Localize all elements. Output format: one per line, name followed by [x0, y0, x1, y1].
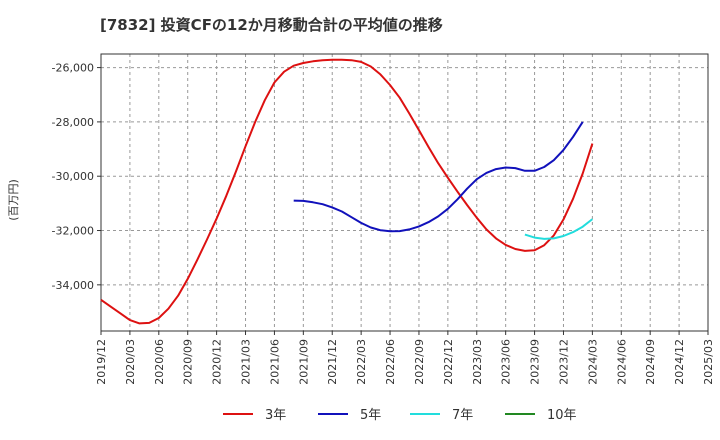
chart-title: [7832] 投資CFの12か月移動合計の平均値の推移	[100, 16, 443, 34]
legend: 3年 5年 7年 10年	[223, 408, 577, 423]
y-axis-label: (百万円)	[7, 179, 20, 221]
series-group	[100, 58, 594, 325]
x-tick-label-9: 2022/03	[355, 339, 368, 385]
plot-area	[100, 53, 709, 332]
x-tick-label-19: 2024/09	[644, 339, 657, 385]
series-line-1	[293, 121, 584, 233]
legend-label-0: 3年	[265, 408, 286, 423]
x-tick-label-8: 2021/12	[326, 339, 339, 385]
y-tick-label-0: -26,000	[52, 62, 94, 75]
legend-label-2: 7年	[452, 408, 473, 423]
y-tick-label-2: -30,000	[52, 170, 94, 183]
x-tick-label-5: 2021/03	[240, 339, 253, 385]
x-tick-label-14: 2023/06	[500, 339, 513, 385]
y-tick-label-1: -28,000	[52, 116, 94, 129]
x-tick-label-1: 2020/03	[124, 339, 137, 385]
legend-label-3: 10年	[547, 408, 577, 423]
legend-label-1: 5年	[360, 408, 381, 423]
x-tick-label-2: 2020/06	[153, 339, 166, 385]
x-tick-label-15: 2023/09	[529, 339, 542, 385]
x-tick-label-4: 2020/12	[211, 339, 224, 385]
y-tick-label-4: -34,000	[52, 279, 94, 292]
x-tick-label-16: 2023/12	[557, 339, 570, 385]
x-tick-label-7: 2021/09	[297, 339, 310, 385]
x-axis-ticks: 2019/12 2020/03 2020/06 2020/09 2020/12 2021/…	[95, 331, 715, 385]
x-tick-label-0: 2019/12	[95, 339, 108, 385]
x-tick-label-18: 2024/06	[615, 339, 628, 385]
x-tick-label-11: 2022/09	[413, 339, 426, 385]
x-tick-label-10: 2022/06	[384, 339, 397, 385]
x-tick-label-3: 2020/09	[182, 339, 195, 385]
grid	[100, 54, 709, 331]
x-tick-label-13: 2023/03	[471, 339, 484, 385]
x-tick-label-12: 2022/12	[442, 339, 455, 385]
x-tick-label-6: 2021/06	[268, 339, 281, 385]
y-axis-ticks: -26,000 -28,000 -30,000 -32,000 -34,000	[52, 62, 101, 292]
y-tick-label-3: -32,000	[52, 225, 94, 238]
x-tick-label-21: 2025/03	[702, 339, 715, 385]
x-tick-label-17: 2024/03	[586, 339, 599, 385]
series-line-2	[524, 218, 594, 240]
x-tick-label-20: 2024/12	[673, 339, 686, 385]
series-line-0	[100, 58, 594, 325]
